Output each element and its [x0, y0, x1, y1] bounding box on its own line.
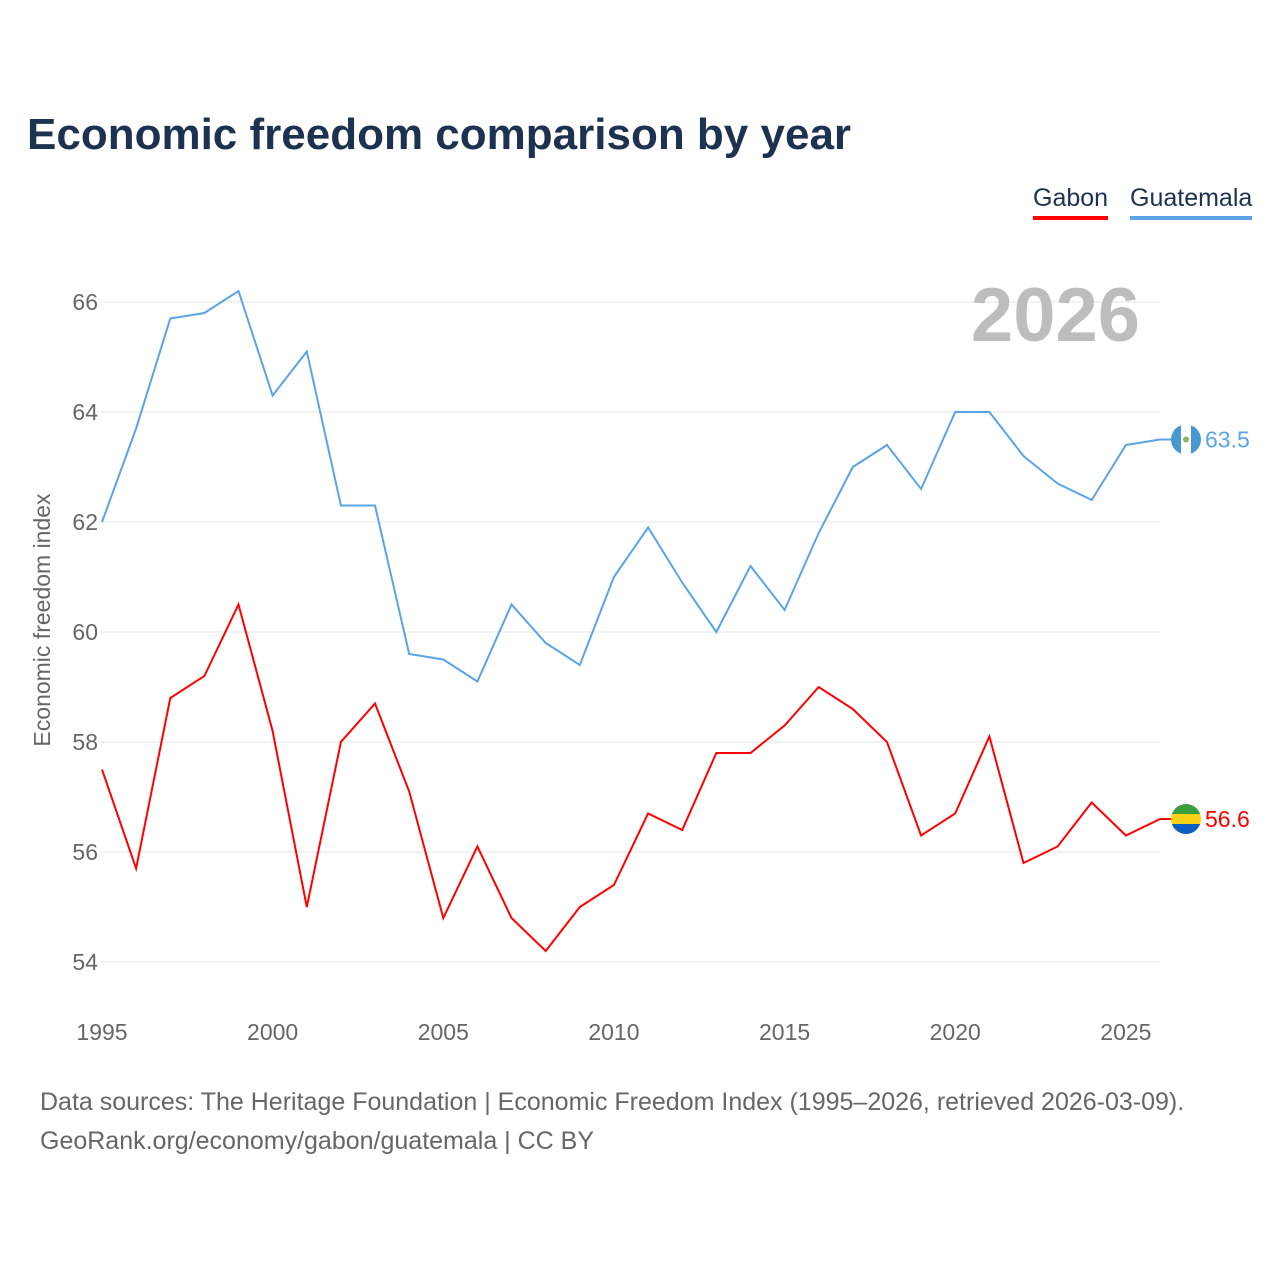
x-tick-label: 2005	[418, 1019, 469, 1045]
end-value-label: 56.6	[1205, 806, 1250, 832]
data-point	[782, 607, 788, 613]
data-point	[474, 679, 480, 685]
data-point	[440, 915, 446, 921]
footer-sources: Data sources: The Heritage Foundation | …	[40, 1088, 1185, 1116]
y-tick-label: 56	[72, 839, 98, 865]
data-point	[986, 734, 992, 740]
data-point	[406, 789, 412, 795]
chart-title: Economic freedom comparison by year	[27, 110, 852, 159]
data-point	[713, 750, 719, 756]
series-line-gabon	[101, 601, 1161, 953]
data-point	[816, 684, 822, 690]
series-line-guatemala	[101, 289, 1161, 683]
end-value-label: 63.5	[1205, 427, 1250, 453]
data-point	[679, 580, 685, 586]
data-point	[201, 310, 207, 316]
x-tick-label: 2020	[930, 1019, 981, 1045]
data-point	[884, 739, 890, 745]
data-point	[236, 288, 242, 294]
data-point	[577, 662, 583, 668]
legend-guatemala[interactable]: Guatemala	[1130, 184, 1253, 220]
data-point	[372, 503, 378, 509]
x-tick-label: 1995	[76, 1019, 127, 1045]
data-point	[1123, 833, 1129, 839]
data-point	[304, 349, 310, 355]
data-point	[1055, 844, 1061, 850]
data-point	[884, 442, 890, 448]
year-watermark: 2026	[971, 273, 1140, 358]
data-point	[133, 426, 139, 432]
data-point	[167, 316, 173, 322]
data-point	[1055, 481, 1061, 487]
data-point	[1089, 497, 1095, 503]
data-point	[270, 728, 276, 734]
data-point	[952, 811, 958, 817]
data-point	[679, 827, 685, 833]
data-point	[1020, 860, 1026, 866]
data-point	[918, 833, 924, 839]
data-point	[611, 574, 617, 580]
data-point	[509, 602, 515, 608]
data-point	[133, 866, 139, 872]
data-point	[270, 393, 276, 399]
data-point	[440, 657, 446, 663]
data-point	[338, 503, 344, 509]
data-point	[406, 651, 412, 657]
data-point	[952, 409, 958, 415]
data-point	[372, 701, 378, 707]
data-point	[543, 948, 549, 954]
x-tick-label: 2010	[588, 1019, 639, 1045]
y-axis-label: Economic freedom index	[29, 493, 55, 747]
data-point	[850, 464, 856, 470]
data-point	[986, 409, 992, 415]
data-point	[338, 739, 344, 745]
data-point	[167, 695, 173, 701]
y-tick-label: 62	[72, 509, 98, 535]
data-point	[201, 673, 207, 679]
data-point	[543, 640, 549, 646]
data-point	[850, 706, 856, 712]
y-tick-label: 66	[72, 289, 98, 315]
x-tick-label: 2000	[247, 1019, 298, 1045]
data-point	[747, 750, 753, 756]
data-point	[577, 904, 583, 910]
x-tick-label: 2025	[1100, 1019, 1151, 1045]
data-point	[1020, 453, 1026, 459]
y-tick-label: 60	[72, 619, 98, 645]
x-tick-label: 2015	[759, 1019, 810, 1045]
data-point	[99, 767, 105, 773]
data-point	[1089, 800, 1095, 806]
y-tick-label: 58	[72, 729, 98, 755]
data-point	[304, 904, 310, 910]
gabon-flag-icon	[1171, 804, 1201, 834]
data-point	[99, 519, 105, 525]
guatemala-flag-icon	[1171, 424, 1201, 455]
data-point	[1123, 442, 1129, 448]
data-point	[645, 811, 651, 817]
data-point	[782, 723, 788, 729]
footer-url[interactable]: GeoRank.org/economy/gabon/guatemala | CC…	[40, 1127, 595, 1155]
data-point	[816, 530, 822, 536]
y-tick-label: 54	[72, 949, 98, 975]
data-point	[747, 563, 753, 569]
data-point	[474, 844, 480, 850]
data-point	[713, 629, 719, 635]
data-point	[918, 486, 924, 492]
data-point	[645, 525, 651, 531]
data-point	[236, 602, 242, 608]
y-tick-label: 64	[72, 399, 98, 425]
data-point	[611, 882, 617, 888]
legend-gabon[interactable]: Gabon	[1033, 184, 1109, 220]
data-point	[509, 915, 515, 921]
